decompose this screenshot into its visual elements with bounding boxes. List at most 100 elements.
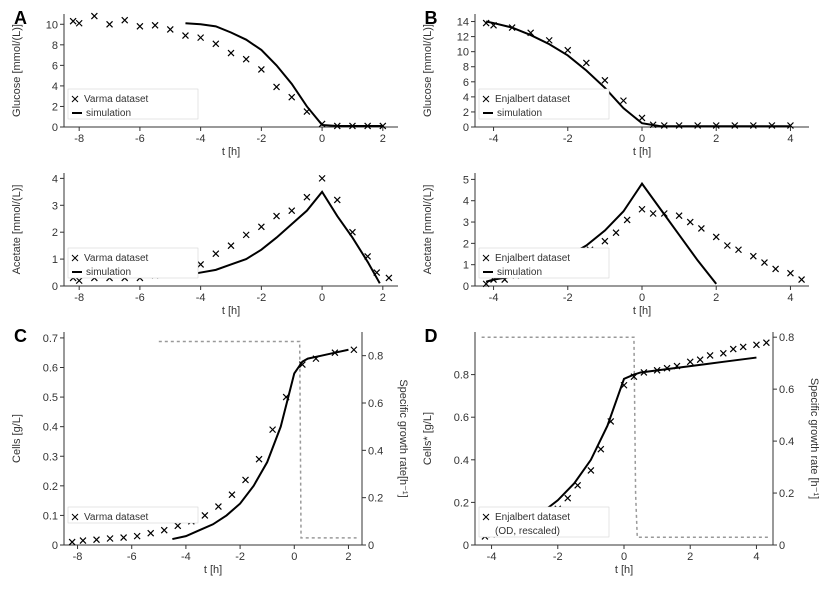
svg-text:-2: -2	[256, 292, 266, 304]
svg-text:0: 0	[779, 540, 785, 552]
svg-text:t [h]: t [h]	[632, 305, 650, 317]
svg-text:Varma dataset: Varma dataset	[84, 512, 149, 523]
svg-text:2: 2	[687, 551, 693, 563]
svg-text:Cells* [g/L]: Cells* [g/L]	[422, 412, 434, 465]
svg-text:-6: -6	[135, 133, 145, 145]
svg-text:Cells [g/L]: Cells [g/L]	[11, 414, 23, 463]
svg-text:-8: -8	[74, 133, 84, 145]
svg-text:Enjalbert dataset: Enjalbert dataset	[495, 512, 570, 523]
svg-text:-8: -8	[73, 551, 83, 563]
figure-grid: A -8-6-4-2020246810t [h]Glucose [mmol/(L…	[0, 0, 829, 585]
svg-text:0.7: 0.7	[43, 333, 58, 345]
svg-text:2: 2	[345, 551, 351, 563]
svg-text:14: 14	[456, 17, 468, 29]
svg-text:2: 2	[380, 292, 386, 304]
svg-text:2: 2	[462, 238, 468, 250]
svg-text:4: 4	[462, 196, 468, 208]
svg-text:Varma dataset: Varma dataset	[84, 94, 149, 105]
svg-text:0: 0	[462, 281, 468, 293]
svg-text:t [h]: t [h]	[222, 305, 240, 317]
svg-text:-2: -2	[562, 133, 572, 145]
panel-label-B: B	[425, 8, 438, 29]
svg-text:12: 12	[456, 32, 468, 44]
svg-text:4: 4	[787, 292, 793, 304]
svg-text:0.8: 0.8	[453, 370, 468, 382]
svg-text:simulation: simulation	[86, 108, 131, 119]
svg-text:5: 5	[462, 174, 468, 186]
svg-text:Specific growth rate [h⁻¹]: Specific growth rate [h⁻¹]	[808, 378, 820, 499]
svg-text:simulation: simulation	[86, 267, 131, 278]
svg-text:4: 4	[462, 92, 468, 104]
svg-text:6: 6	[462, 77, 468, 89]
panel-label-A: A	[14, 8, 27, 29]
svg-text:4: 4	[787, 133, 793, 145]
panel-B-glucose: B -4-202402468101214t [h]Glucose [mmol/(…	[417, 6, 824, 161]
svg-text:(OD, rescaled): (OD, rescaled)	[495, 526, 560, 537]
svg-text:0: 0	[52, 281, 58, 293]
chart-D-cells: -4-202400.20.40.60.800.20.40.60.8t [h]Ce…	[417, 324, 821, 579]
svg-text:0.1: 0.1	[43, 510, 58, 522]
svg-text:4: 4	[753, 551, 759, 563]
svg-text:Acetate [mmol/(L)]: Acetate [mmol/(L)]	[11, 185, 23, 275]
svg-text:0: 0	[638, 133, 644, 145]
chart-C-cells: -8-6-4-20200.10.20.30.40.50.60.700.20.40…	[6, 324, 410, 579]
svg-text:0: 0	[52, 122, 58, 134]
svg-text:3: 3	[52, 200, 58, 212]
svg-text:Enjalbert dataset: Enjalbert dataset	[495, 253, 570, 264]
svg-text:-6: -6	[127, 551, 137, 563]
svg-text:0.4: 0.4	[368, 445, 383, 457]
svg-text:Specific growth rate[h⁻¹]: Specific growth rate[h⁻¹]	[397, 379, 409, 497]
svg-text:-4: -4	[488, 133, 498, 145]
chart-B-glucose: -4-202402468101214t [h]Glucose [mmol/(L)…	[417, 6, 821, 161]
svg-text:8: 8	[462, 62, 468, 74]
svg-text:t [h]: t [h]	[204, 564, 222, 576]
svg-text:Glucose [mmol/(L)]: Glucose [mmol/(L)]	[422, 24, 434, 117]
chart-B-acetate: -4-2024012345t [h]Acetate [mmol/(L)]Enja…	[417, 165, 821, 320]
svg-text:0.8: 0.8	[779, 332, 794, 344]
svg-text:4: 4	[52, 81, 58, 93]
svg-text:0: 0	[462, 540, 468, 552]
svg-text:-4: -4	[181, 551, 191, 563]
svg-text:0: 0	[52, 540, 58, 552]
svg-text:8: 8	[52, 40, 58, 52]
panel-D-cells: D -4-202400.20.40.60.800.20.40.60.8t [h]…	[417, 324, 824, 579]
svg-text:0: 0	[319, 292, 325, 304]
svg-text:0.2: 0.2	[779, 488, 794, 500]
chart-A-glucose: -8-6-4-2020246810t [h]Glucose [mmol/(L)]…	[6, 6, 410, 161]
svg-text:0.6: 0.6	[453, 412, 468, 424]
svg-text:0: 0	[638, 292, 644, 304]
svg-text:Acetate [mmol/(L)]: Acetate [mmol/(L)]	[422, 185, 434, 275]
svg-text:4: 4	[52, 173, 58, 185]
svg-text:10: 10	[46, 19, 58, 31]
svg-text:-4: -4	[196, 292, 206, 304]
svg-text:2: 2	[462, 107, 468, 119]
svg-text:0: 0	[291, 551, 297, 563]
svg-text:t [h]: t [h]	[222, 146, 240, 158]
svg-text:Enjalbert dataset: Enjalbert dataset	[495, 94, 570, 105]
svg-text:simulation: simulation	[497, 267, 542, 278]
panel-B-acetate: -4-2024012345t [h]Acetate [mmol/(L)]Enja…	[417, 165, 824, 320]
svg-text:-2: -2	[235, 551, 245, 563]
svg-text:2: 2	[380, 133, 386, 145]
svg-text:6: 6	[52, 60, 58, 72]
svg-text:2: 2	[713, 292, 719, 304]
svg-text:-4: -4	[196, 133, 206, 145]
svg-text:0: 0	[462, 122, 468, 134]
svg-text:0.6: 0.6	[779, 384, 794, 396]
panel-A-glucose: A -8-6-4-2020246810t [h]Glucose [mmol/(L…	[6, 6, 413, 161]
svg-text:-4: -4	[488, 292, 498, 304]
svg-text:0.3: 0.3	[43, 451, 58, 463]
svg-text:Glucose [mmol/(L)]: Glucose [mmol/(L)]	[11, 24, 23, 117]
panel-label-C: C	[14, 326, 27, 347]
svg-text:1: 1	[462, 260, 468, 272]
svg-text:2: 2	[52, 101, 58, 113]
chart-A-acetate: -8-6-4-20201234t [h]Acetate [mmol/(L)]Va…	[6, 165, 410, 320]
svg-text:0.8: 0.8	[368, 351, 383, 363]
panel-label-D: D	[425, 326, 438, 347]
panel-C-cells: C -8-6-4-20200.10.20.30.40.50.60.700.20.…	[6, 324, 413, 579]
svg-text:-2: -2	[562, 292, 572, 304]
svg-text:t [h]: t [h]	[632, 146, 650, 158]
svg-text:0: 0	[368, 540, 374, 552]
svg-text:-6: -6	[135, 292, 145, 304]
svg-text:-2: -2	[552, 551, 562, 563]
